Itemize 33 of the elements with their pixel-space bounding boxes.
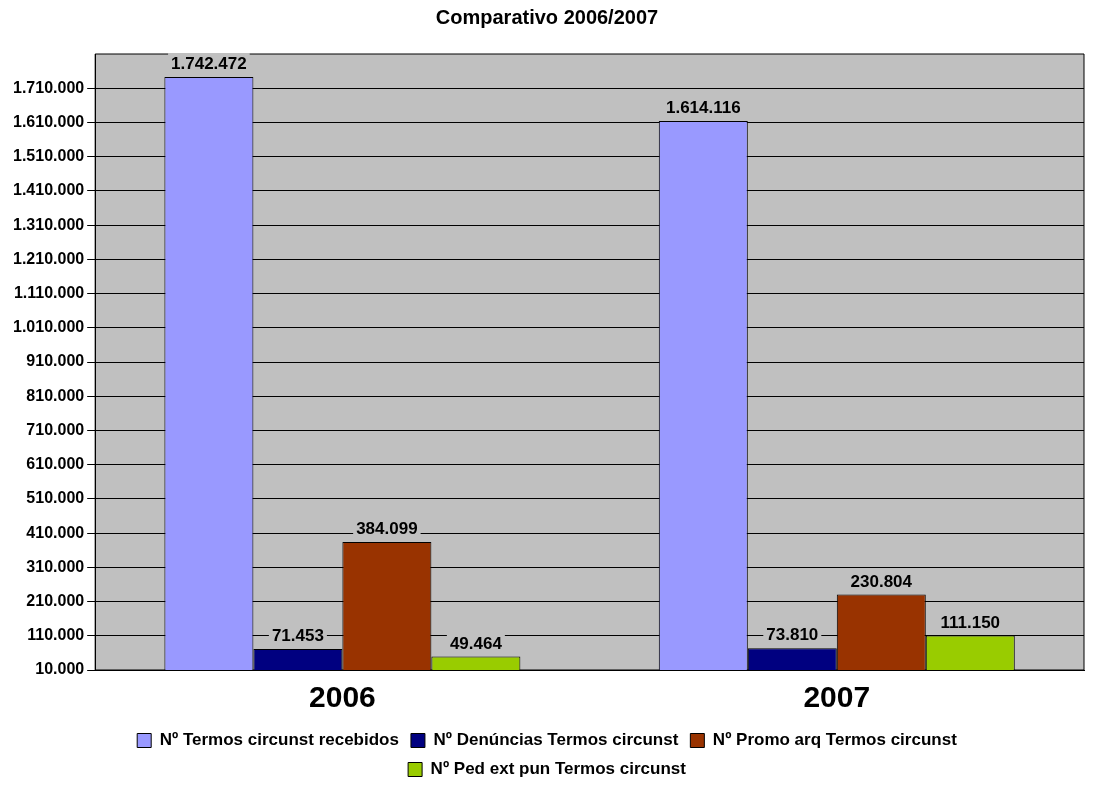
y-tick-label: 810.000 (26, 386, 85, 404)
y-tick-label: 1.310.000 (12, 215, 85, 233)
y-tick-label: 1.410.000 (12, 181, 85, 199)
x-tick-label: 2006 (309, 680, 376, 714)
data-label: 384.099 (356, 519, 418, 539)
y-tick-label: 1.710.000 (12, 78, 85, 96)
y-tick-label: 510.000 (26, 489, 85, 507)
legend-label: Nº Ped ext pun Termos circunst (430, 759, 687, 779)
legend-label: Nº Promo arq Termos circunst (712, 730, 958, 750)
legend-label: Nº Termos circunst recebidos (159, 730, 399, 750)
y-tick-label: 1.510.000 (12, 147, 85, 165)
y-tick-label: 110.000 (27, 626, 85, 644)
y-tick-label: 210.000 (26, 591, 85, 609)
y-tick-label: 10.000 (35, 660, 85, 678)
y-tick-label: 1.210.000 (12, 249, 85, 267)
y-tick-label: 310.000 (26, 557, 85, 575)
y-tick-label: 410.000 (26, 523, 85, 541)
y-tick-label: 710.000 (26, 420, 85, 438)
y-tick-label: 1.010.000 (12, 318, 85, 336)
data-label: 1.742.472 (171, 54, 247, 74)
y-tick-label: 910.000 (26, 352, 85, 370)
data-label: 73.810 (766, 625, 819, 645)
y-tick-label: 610.000 (26, 455, 85, 473)
y-tick-label: 1.610.000 (12, 112, 85, 130)
legend-label: Nº Denúncias Termos circunst (433, 730, 679, 750)
data-label: 49.464 (449, 633, 503, 653)
data-label: 230.804 (850, 571, 913, 591)
x-tick-label: 2007 (803, 680, 871, 714)
data-label: 111.150 (940, 612, 1001, 632)
data-label: 71.453 (271, 626, 324, 646)
chart-title: Comparativo 2006/2007 (435, 5, 659, 28)
data-label: 1.614.116 (665, 98, 741, 118)
y-tick-label: 1.110.000 (13, 283, 85, 301)
